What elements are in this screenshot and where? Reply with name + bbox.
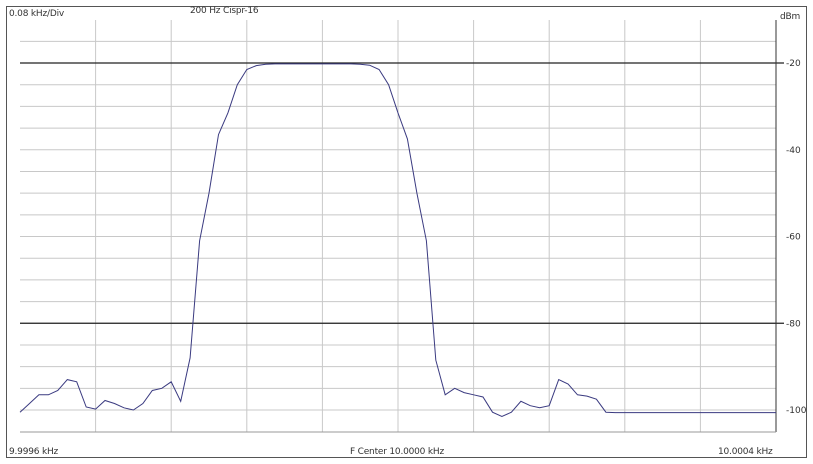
y-tick-label: -60 [786,233,801,243]
chart-frame [6,6,807,458]
stop-frequency-label: 10.0004 kHz [718,447,773,457]
y-tick-label: -40 [786,146,801,156]
y-tick-label: -80 [786,319,801,329]
y-tick-label: -20 [786,59,801,69]
y-tick-label: -100 [786,406,807,416]
start-frequency-label: 9.9996 kHz [9,447,59,457]
unit-label: dBm [780,12,801,22]
div-label: 0.08 kHz/Div [9,9,64,19]
spectrum-trace [19,63,776,418]
filter-label: 200 Hz Cispr-16 [190,6,259,16]
center-frequency-label: F Center 10.0000 kHz [350,447,444,457]
